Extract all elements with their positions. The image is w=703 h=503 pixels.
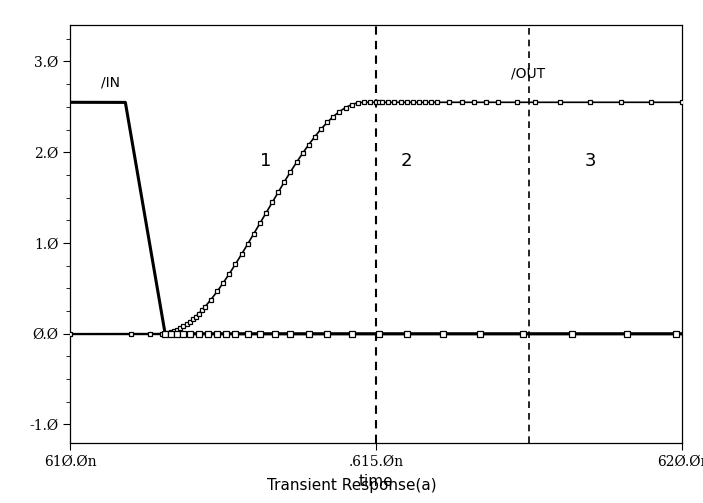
Text: Transient Response(a): Transient Response(a) <box>266 478 437 493</box>
Text: /OUT: /OUT <box>510 67 545 81</box>
Text: /IN: /IN <box>101 76 120 90</box>
Text: 3: 3 <box>584 152 596 170</box>
Text: 2: 2 <box>401 152 413 170</box>
X-axis label: time: time <box>359 474 394 489</box>
Text: 1: 1 <box>260 152 271 170</box>
